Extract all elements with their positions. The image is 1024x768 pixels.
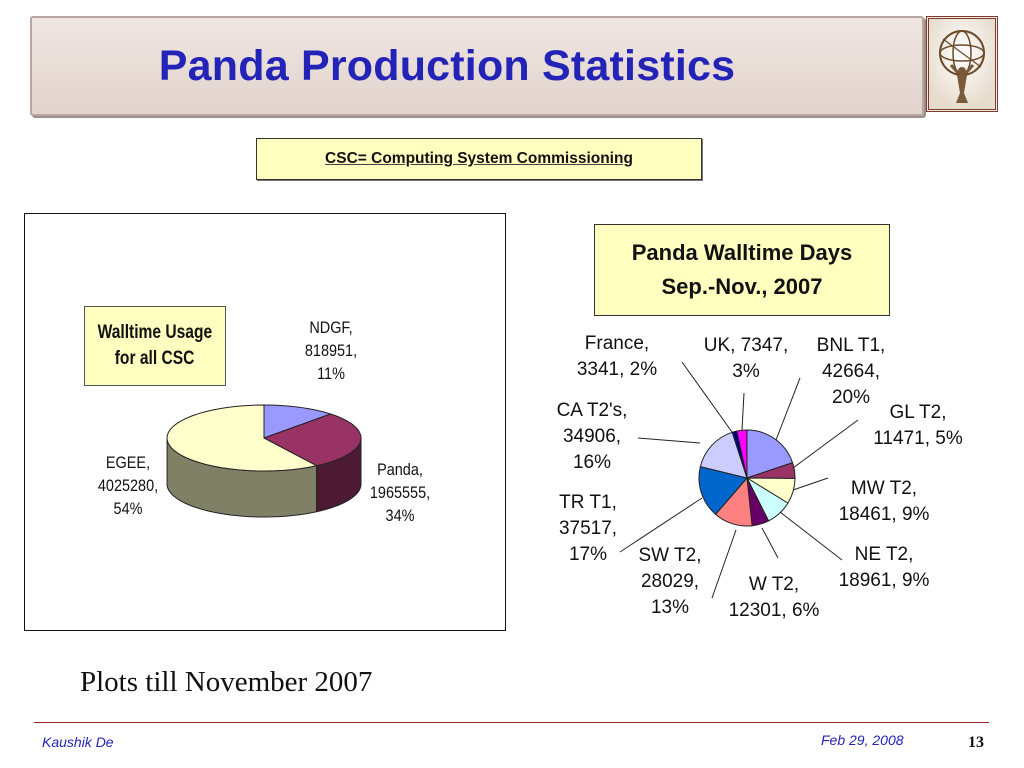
pie-slice-tr-t1 [698,466,748,516]
slice-label-ca-t2s: CA T2's, 34906, 16% [540,398,644,476]
slice-label-line: UK, 7347, [703,335,789,356]
footer-divider [34,722,989,723]
slide-title: Panda Production Statistics [158,41,736,90]
slice-label-ndgf-line: NDGF, [309,318,353,337]
left-chart-title-line-1: Walltime Usage [97,322,213,343]
slice-label-ne-t2: NE T2, 18961, 9% [822,542,946,594]
footer-page-number: 13 [968,734,984,751]
footer-date: Feb 29, 2008 [821,732,904,748]
leader-line-ne-t2 [779,511,843,561]
slice-label-line: CA T2's, [556,400,628,421]
pie-slice-egee [166,404,319,472]
pie-slice-panda [262,413,362,467]
title-banner: Panda Production Statistics [30,16,924,116]
slice-label-line: 3341, 2% [576,359,658,380]
slice-label-line: 42664, [821,361,881,382]
slice-label-ndgf-line: 818951, [304,341,358,360]
right-chart-title-line-1: Panda Walltime Days [631,240,853,265]
leader-line-tr-t1 [619,497,703,553]
slice-label-line: 28029, [640,571,700,592]
leader-line-ca-t2-s [637,437,701,444]
slice-label-line: France, [584,333,650,354]
slice-label-line: 12301, 6% [728,600,820,621]
left-chart-title-box: Walltime Usage for all CSC [84,306,226,386]
slice-label-egee-line: EGEE, [105,453,151,472]
slice-label-line: 11471, 5% [873,428,963,449]
slice-label-line: 34906, [562,426,622,447]
slice-label-ndgf: NDGF, 818951, 11% [298,316,364,385]
pie-slice-ndgf [263,404,333,439]
footnote-text: Plots till November 2007 [80,666,373,698]
slice-label-tr-t1: TR T1, 37517, 17% [546,490,630,568]
slice-label-bnl-t1: BNL T1, 42664, 20% [806,333,896,411]
slice-label-w-t2: W T2, 12301, 6% [714,572,834,624]
pie-slice-ca-t2-s [699,431,748,479]
leader-line-w-t2 [761,527,779,559]
leader-line-bnl-t1 [775,377,801,441]
leader-line-france [681,361,733,433]
slice-label-line: MW T2, [850,478,918,499]
slice-label-panda-line: Panda, [377,460,423,479]
slice-label-line: TR T1, [559,492,617,513]
atlas-logo [926,16,998,112]
slice-label-egee: EGEE, 4025280, 54% [94,451,162,520]
atlas-figure-icon [929,19,995,109]
slice-label-ndgf-line: 11% [317,364,345,383]
slice-label-line: GL T2, [889,402,947,423]
slice-label-uk: UK, 7347, 3% [690,333,802,385]
slice-label-sw-t2: SW T2, 28029, 13% [624,543,716,621]
footer-author: Kaushik De [42,734,114,750]
slice-label-line: SW T2, [638,545,702,566]
leader-line-gl-t2 [792,419,859,469]
slice-label-line: W T2, [748,574,800,595]
slice-label-mw-t2: MW T2, 18461, 9% [822,476,946,528]
leader-line-uk [741,392,745,431]
slice-label-line: 18461, 9% [838,504,930,525]
leader-line-mw-t2 [792,477,829,491]
leader-line-sw-t2 [711,529,737,599]
slice-label-line: BNL T1, [816,335,886,356]
slice-label-line: 3% [732,361,760,382]
slice-label-line: 17% [568,544,608,565]
slice-label-line: 13% [650,597,690,618]
slice-label-panda: Panda, 1965555, 34% [366,458,434,527]
slice-label-line: 16% [572,452,612,473]
csc-definition-box: CSC= Computing System Commissioning [256,138,702,180]
pie-slice-uk [736,429,748,479]
right-chart-title-line-2: Sep.-Nov., 2007 [661,274,823,299]
csc-definition-text: CSC= Computing System Commissioning [325,150,633,167]
slice-label-panda-line: 1965555, [369,483,431,502]
slice-label-line: 37517, [558,518,618,539]
slice-label-gl-t2: GL T2, 11471, 5% [858,400,978,452]
slice-label-france: France, 3341, 2% [564,331,670,383]
slice-label-egee-line: 4025280, [97,476,159,495]
slice-label-line: NE T2, [854,544,914,565]
slice-label-line: 20% [831,387,871,408]
pie-slice-bnl-t1 [746,429,794,479]
right-chart-title-box: Panda Walltime Days Sep.-Nov., 2007 [594,224,890,316]
left-chart-title-line-2: for all CSC [115,348,195,369]
slice-label-line: 18961, 9% [838,570,930,591]
slice-label-panda-line: 34% [385,506,415,525]
slice-label-egee-line: 54% [113,499,143,518]
